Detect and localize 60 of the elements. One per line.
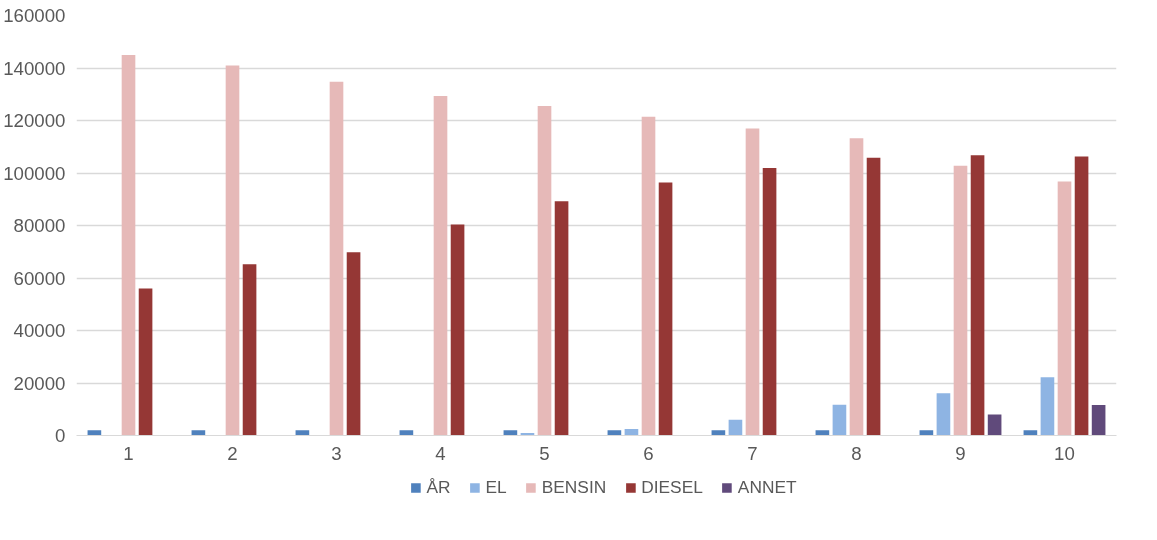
bar [745,128,760,436]
bar [1023,430,1038,436]
x-tick-label: 6 [643,442,654,464]
bar [953,165,968,436]
legend-label: ANNET [737,476,797,498]
legend-label: BENSIN [541,476,607,498]
bar [728,419,743,436]
bar [225,65,240,436]
bar [641,116,656,436]
bar [762,168,777,436]
x-tick-label: 10 [1054,442,1075,464]
bar [658,182,673,436]
bar [987,414,1002,436]
bar [607,430,622,436]
x-tick-label: 7 [747,442,758,464]
bar [1040,377,1055,436]
x-tick-label: 2 [227,442,238,464]
bar [537,106,552,436]
legend-label: EL [485,476,507,498]
bar [919,430,934,436]
bar [849,138,864,436]
y-tick-label: 40000 [13,320,66,341]
bar [832,404,847,436]
y-tick-label: 80000 [13,215,66,236]
bar [711,430,726,436]
y-tick-label: 140000 [3,57,66,79]
y-tick-label: 160000 [3,5,66,26]
bar [295,430,310,436]
y-tick-label: 120000 [3,110,66,131]
legend-label: ÅR [426,476,451,498]
bar [1057,181,1072,436]
bar [1074,156,1089,436]
bar [329,81,344,436]
bar [554,201,569,436]
bar [450,224,465,436]
y-tick-label: 20000 [13,372,66,394]
x-tick-label: 4 [435,442,446,464]
x-tick-label: 8 [851,442,862,464]
bar [866,157,881,436]
bar [242,264,257,436]
x-tick-label: 1 [123,442,134,464]
bar [815,430,830,436]
bar [121,54,136,436]
bar [970,155,985,436]
bar [87,430,102,436]
bar [399,430,414,436]
x-tick-label: 5 [539,442,550,464]
x-tick-label: 9 [955,442,966,464]
legend-label: DIESEL [641,476,703,498]
bar [433,96,448,436]
y-tick-label: 0 [55,425,66,446]
bar [138,288,153,436]
bar [191,430,206,436]
y-tick-label: 100000 [3,162,66,184]
bar [1091,405,1106,436]
bar [503,430,518,436]
y-tick-label: 60000 [13,267,66,289]
bar [346,252,361,436]
bar [936,393,951,436]
x-tick-label: 3 [331,442,342,464]
